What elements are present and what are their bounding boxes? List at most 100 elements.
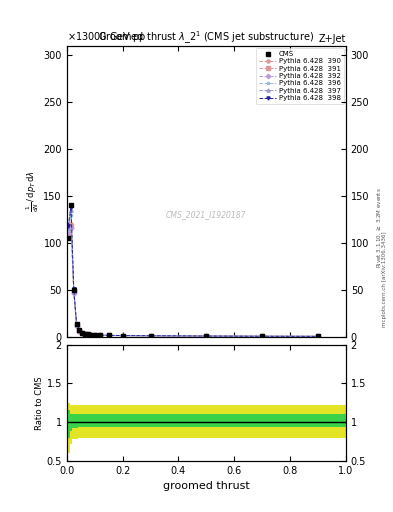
Pythia 6.428  397: [148, 333, 153, 339]
CMS: [98, 332, 103, 338]
Line: Pythia 6.428  390: Pythia 6.428 390: [66, 222, 320, 338]
Pythia 6.428  397: [83, 331, 87, 337]
Pythia 6.428  390: [85, 331, 90, 337]
Pythia 6.428  396: [106, 332, 111, 338]
Pythia 6.428  391: [77, 328, 82, 334]
Pythia 6.428  398: [316, 333, 320, 339]
Pythia 6.428  390: [69, 221, 73, 227]
Pythia 6.428  392: [88, 332, 93, 338]
Pythia 6.428  398: [260, 333, 264, 339]
Pythia 6.428  390: [106, 332, 111, 338]
Pythia 6.428  397: [316, 333, 320, 339]
CMS: [83, 331, 87, 337]
Pythia 6.428  391: [85, 331, 90, 337]
CMS: [148, 333, 153, 339]
Pythia 6.428  391: [98, 332, 103, 338]
Pythia 6.428  390: [92, 332, 97, 338]
Line: Pythia 6.428  396: Pythia 6.428 396: [66, 213, 320, 338]
Pythia 6.428  397: [77, 327, 82, 333]
Pythia 6.428  391: [120, 333, 125, 339]
Pythia 6.428  391: [66, 230, 71, 237]
Pythia 6.428  392: [66, 228, 71, 234]
Pythia 6.428  392: [77, 328, 82, 334]
Pythia 6.428  391: [69, 223, 73, 229]
CMS: [260, 333, 264, 339]
Y-axis label: Ratio to CMS: Ratio to CMS: [35, 376, 44, 430]
Pythia 6.428  396: [83, 331, 87, 337]
Line: Pythia 6.428  391: Pythia 6.428 391: [66, 224, 320, 338]
Pythia 6.428  390: [72, 288, 76, 294]
Pythia 6.428  392: [80, 330, 84, 336]
Pythia 6.428  398: [106, 332, 111, 338]
Pythia 6.428  398: [69, 204, 73, 210]
Pythia 6.428  390: [120, 332, 125, 338]
Pythia 6.428  392: [120, 333, 125, 339]
Pythia 6.428  392: [72, 290, 76, 296]
Pythia 6.428  392: [106, 332, 111, 338]
Legend: CMS, Pythia 6.428  390, Pythia 6.428  391, Pythia 6.428  392, Pythia 6.428  396,: CMS, Pythia 6.428 390, Pythia 6.428 391,…: [256, 48, 344, 104]
Pythia 6.428  396: [120, 332, 125, 338]
Pythia 6.428  397: [66, 225, 71, 231]
Pythia 6.428  390: [88, 332, 93, 338]
Text: mcplots.cern.ch [arXiv:1306.3436]: mcplots.cern.ch [arXiv:1306.3436]: [382, 231, 387, 327]
Pythia 6.428  392: [74, 323, 79, 329]
Pythia 6.428  397: [72, 287, 76, 293]
Pythia 6.428  396: [92, 332, 97, 338]
Text: $\times$13000 GeV pp: $\times$13000 GeV pp: [67, 30, 146, 44]
Pythia 6.428  397: [85, 331, 90, 337]
CMS: [69, 202, 73, 208]
Title: Groomed thrust $\lambda\_2^1$ (CMS jet substructure): Groomed thrust $\lambda\_2^1$ (CMS jet s…: [98, 30, 314, 46]
CMS: [72, 287, 76, 293]
Pythia 6.428  398: [92, 332, 97, 338]
Pythia 6.428  397: [92, 332, 97, 338]
Pythia 6.428  390: [83, 331, 87, 337]
Pythia 6.428  396: [74, 322, 79, 328]
Text: Rivet 3.1.10, $\geq$ 3.2M events: Rivet 3.1.10, $\geq$ 3.2M events: [375, 187, 383, 268]
Pythia 6.428  398: [80, 330, 84, 336]
Pythia 6.428  396: [316, 333, 320, 339]
Pythia 6.428  391: [204, 333, 209, 339]
CMS: [120, 332, 125, 338]
Pythia 6.428  392: [83, 331, 87, 337]
Pythia 6.428  396: [98, 332, 103, 338]
Pythia 6.428  397: [98, 332, 103, 338]
Pythia 6.428  392: [85, 331, 90, 337]
CMS: [88, 332, 93, 338]
Pythia 6.428  390: [66, 232, 71, 239]
Pythia 6.428  397: [204, 333, 209, 339]
Pythia 6.428  398: [120, 332, 125, 338]
Pythia 6.428  396: [80, 330, 84, 336]
Pythia 6.428  396: [88, 332, 93, 338]
Pythia 6.428  390: [80, 330, 84, 336]
Pythia 6.428  391: [88, 332, 93, 338]
Line: Pythia 6.428  392: Pythia 6.428 392: [66, 226, 320, 338]
Line: Pythia 6.428  397: Pythia 6.428 397: [66, 208, 320, 338]
CMS: [66, 235, 71, 241]
Pythia 6.428  392: [92, 332, 97, 338]
Pythia 6.428  390: [98, 332, 103, 338]
CMS: [74, 321, 79, 327]
Pythia 6.428  390: [148, 333, 153, 339]
CMS: [316, 333, 320, 339]
Pythia 6.428  396: [204, 333, 209, 339]
Pythia 6.428  396: [77, 327, 82, 333]
Pythia 6.428  392: [148, 333, 153, 339]
Text: CMS_2021_I1920187: CMS_2021_I1920187: [166, 210, 246, 219]
Pythia 6.428  398: [83, 331, 87, 337]
Pythia 6.428  391: [80, 330, 84, 336]
Pythia 6.428  397: [260, 333, 264, 339]
Pythia 6.428  391: [148, 333, 153, 339]
CMS: [85, 331, 90, 337]
Pythia 6.428  391: [260, 333, 264, 339]
Pythia 6.428  392: [204, 333, 209, 339]
Pythia 6.428  391: [72, 289, 76, 295]
Pythia 6.428  397: [88, 332, 93, 338]
Pythia 6.428  396: [85, 331, 90, 337]
Text: Z+Jet: Z+Jet: [318, 33, 346, 44]
Pythia 6.428  391: [74, 322, 79, 328]
X-axis label: groomed thrust: groomed thrust: [163, 481, 250, 491]
CMS: [204, 333, 209, 339]
Pythia 6.428  396: [66, 227, 71, 233]
CMS: [92, 332, 97, 338]
Pythia 6.428  396: [260, 333, 264, 339]
